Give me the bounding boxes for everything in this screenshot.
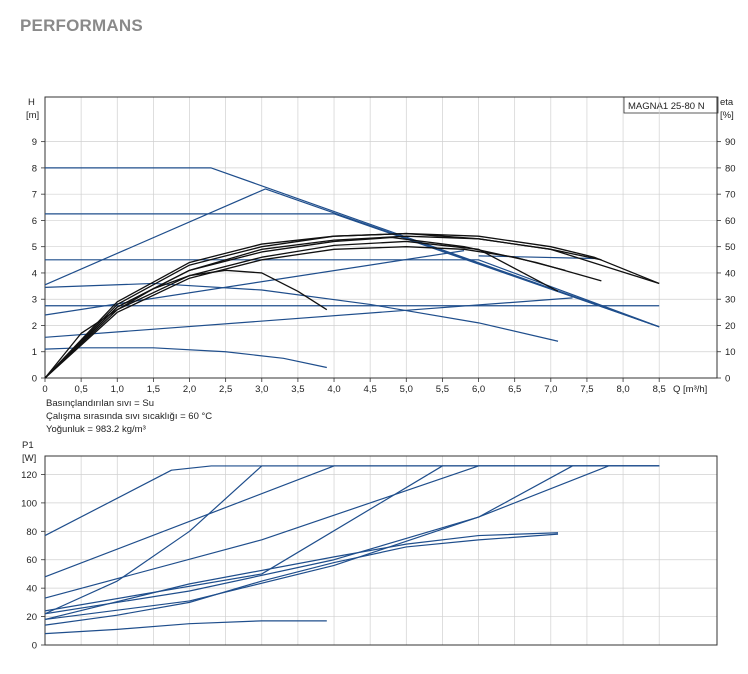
x-tick-label: 5,0 — [400, 384, 413, 395]
x-tick-label: 1,0 — [111, 384, 124, 395]
y-tick-label: 6 — [32, 216, 37, 227]
control-curve — [44, 297, 573, 338]
efficiency-axis-label: eta — [720, 97, 734, 108]
efficiency-curve — [44, 240, 559, 379]
y-tick-label: 8 — [32, 163, 37, 174]
control-curve — [478, 255, 595, 260]
power-curve — [44, 620, 327, 635]
y-tick-label: 0 — [32, 641, 37, 652]
efficiency-curve — [44, 269, 328, 379]
model-label: MAGNA1 25-80 N — [628, 101, 705, 112]
note-liquid: Basınçlandırılan sıvı = Su — [46, 398, 154, 409]
y-tick-label: 7 — [32, 190, 37, 201]
efficiency-curve — [44, 232, 660, 379]
power-curve — [44, 465, 660, 599]
y2-tick-label: 10 — [725, 347, 736, 358]
y-tick-label: 100 — [21, 498, 37, 509]
y-tick-label: 60 — [26, 555, 37, 566]
y2-tick-label: 30 — [725, 295, 736, 306]
x-tick-label: 6,0 — [472, 384, 485, 395]
y-tick-label: 120 — [21, 470, 37, 481]
y2-tick-label: 40 — [725, 268, 736, 279]
control-curve — [45, 167, 660, 328]
y-tick-label: 9 — [32, 137, 37, 148]
efficiency-axis-unit: [%] — [720, 110, 734, 121]
page-title: PERFORMANS — [20, 16, 143, 35]
x-tick-label: 6,5 — [508, 384, 521, 395]
x-tick-label: 8,0 — [616, 384, 629, 395]
y2-tick-label: 80 — [725, 163, 736, 174]
power-curve — [44, 533, 559, 626]
note-temperature: Çalışma sırasında sıvı sıcaklığı = 60 °C — [46, 411, 212, 422]
power-curve — [44, 532, 559, 621]
y2-tick-label: 90 — [725, 137, 736, 148]
y-tick-label: 40 — [26, 584, 37, 595]
x-tick-label: 7,5 — [580, 384, 593, 395]
x-tick-label: 3,5 — [291, 384, 304, 395]
x-tick-label: 0,5 — [75, 384, 88, 395]
x-tick-label: 8,5 — [653, 384, 666, 395]
x-tick-label: 4,0 — [327, 384, 340, 395]
plot-frame — [44, 455, 718, 646]
x-tick-label: 2,0 — [183, 384, 196, 395]
power-axis-unit: [W] — [22, 453, 36, 464]
power-curve — [44, 465, 660, 615]
y2-tick-label: 60 — [725, 216, 736, 227]
y-tick-label: 0 — [32, 374, 37, 385]
head-efficiency-plot: 0 0,5 1,0 1,5 2,0 2,5 3,0 3,5 4,0 4,5 5,0 5,5 6,0 6,5… — [32, 96, 736, 395]
x-tick-label: 7,0 — [544, 384, 557, 395]
x-tick-label: 3,0 — [255, 384, 268, 395]
y-tick-label: 4 — [32, 268, 37, 279]
power-plot: 0 20 40 60 80 100 120 — [21, 455, 718, 652]
x-tick-label: 4,5 — [364, 384, 377, 395]
power-curve — [44, 465, 660, 621]
control-curve — [44, 282, 559, 342]
flow-axis-label: Q [m³/h] — [673, 384, 707, 395]
note-density: Yoğunluk = 983.2 kg/m³ — [46, 424, 146, 435]
x-tick-label: 5,5 — [436, 384, 449, 395]
x-tick-label: 1,5 — [147, 384, 160, 395]
y2-tick-label: 0 — [725, 374, 730, 385]
y2-tick-label: 70 — [725, 190, 736, 201]
y-tick-label: 5 — [32, 242, 37, 253]
power-axis-label: P1 — [22, 440, 34, 451]
power-curve — [44, 465, 660, 537]
y-tick-label: 3 — [32, 295, 37, 306]
y-tick-label: 20 — [26, 612, 37, 623]
control-curve — [45, 259, 660, 328]
y-tick-label: 2 — [32, 321, 37, 332]
head-axis-label: H — [28, 97, 35, 108]
y-tick-label: 80 — [26, 527, 37, 538]
control-curve — [44, 347, 327, 369]
y-tick-label: 1 — [32, 347, 37, 358]
y2-tick-label: 50 — [725, 242, 736, 253]
x-tick-label: 0 — [42, 384, 47, 395]
plot-frame — [44, 96, 718, 379]
power-curve — [44, 465, 660, 615]
control-curve — [45, 213, 660, 328]
y2-tick-label: 20 — [725, 321, 736, 332]
x-tick-label: 2,5 — [219, 384, 232, 395]
head-axis-unit: [m] — [26, 110, 39, 121]
control-curve — [44, 188, 660, 328]
